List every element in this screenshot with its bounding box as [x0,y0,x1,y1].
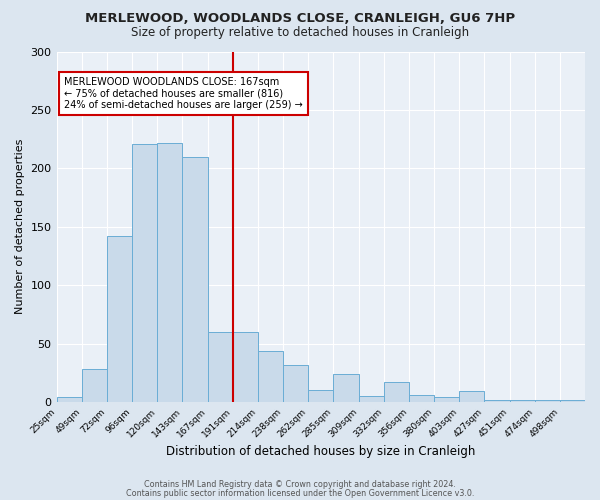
Bar [283,364,308,402]
Bar [459,392,484,402]
Text: Size of property relative to detached houses in Cranleigh: Size of property relative to detached ho… [131,26,469,39]
Bar [56,398,82,402]
Text: Contains public sector information licensed under the Open Government Licence v3: Contains public sector information licen… [126,488,474,498]
Bar [359,396,383,402]
Bar [334,374,359,402]
Bar [409,395,434,402]
Bar [132,144,157,402]
Bar [258,350,283,402]
Text: MERLEWOOD, WOODLANDS CLOSE, CRANLEIGH, GU6 7HP: MERLEWOOD, WOODLANDS CLOSE, CRANLEIGH, G… [85,12,515,26]
Bar [208,332,233,402]
Bar [383,382,409,402]
X-axis label: Distribution of detached houses by size in Cranleigh: Distribution of detached houses by size … [166,444,475,458]
Bar [308,390,334,402]
Text: Contains HM Land Registry data © Crown copyright and database right 2024.: Contains HM Land Registry data © Crown c… [144,480,456,489]
Bar [509,400,535,402]
Bar [535,400,560,402]
Bar [182,156,208,402]
Bar [434,398,459,402]
Bar [233,332,258,402]
Bar [82,370,107,402]
Bar [484,400,509,402]
Bar [107,236,132,402]
Bar [560,400,585,402]
Text: MERLEWOOD WOODLANDS CLOSE: 167sqm
← 75% of detached houses are smaller (816)
24%: MERLEWOOD WOODLANDS CLOSE: 167sqm ← 75% … [64,77,303,110]
Bar [157,142,182,402]
Y-axis label: Number of detached properties: Number of detached properties [15,139,25,314]
